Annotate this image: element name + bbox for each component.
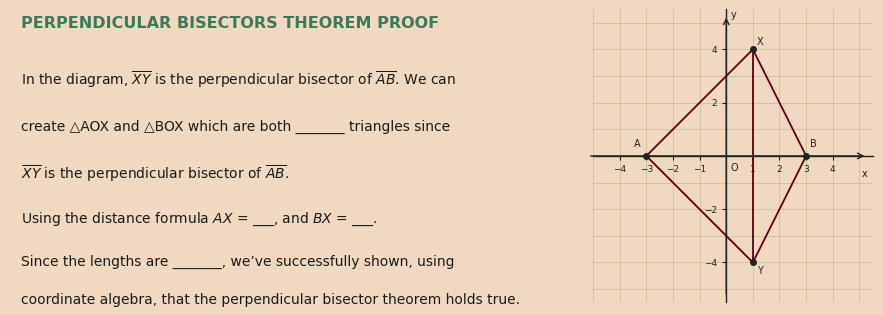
Text: $\overline{XY}$ is the perpendicular bisector of $\overline{AB}$.: $\overline{XY}$ is the perpendicular bis… [20, 164, 289, 184]
Text: y: y [730, 10, 736, 20]
Text: Since the lengths are _______, we’ve successfully shown, using: Since the lengths are _______, we’ve suc… [20, 255, 454, 269]
Text: X: X [757, 37, 764, 47]
Text: x: x [862, 169, 868, 179]
Text: Y: Y [757, 266, 763, 277]
Text: coordinate algebra, that the perpendicular bisector theorem holds true.: coordinate algebra, that the perpendicul… [20, 293, 520, 307]
Text: Using the distance formula $AX$ = ___, and $BX$ = ___.: Using the distance formula $AX$ = ___, a… [20, 211, 377, 228]
Text: B: B [810, 139, 817, 149]
Text: O: O [730, 163, 738, 173]
Text: create △AOX and △BOX which are both _______ triangles since: create △AOX and △BOX which are both ____… [20, 120, 449, 134]
Text: In the diagram, $\overline{XY}$ is the perpendicular bisector of $\overline{AB}$: In the diagram, $\overline{XY}$ is the p… [20, 69, 456, 90]
Text: A: A [634, 139, 641, 149]
Text: PERPENDICULAR BISECTORS THEOREM PROOF: PERPENDICULAR BISECTORS THEOREM PROOF [20, 16, 439, 31]
